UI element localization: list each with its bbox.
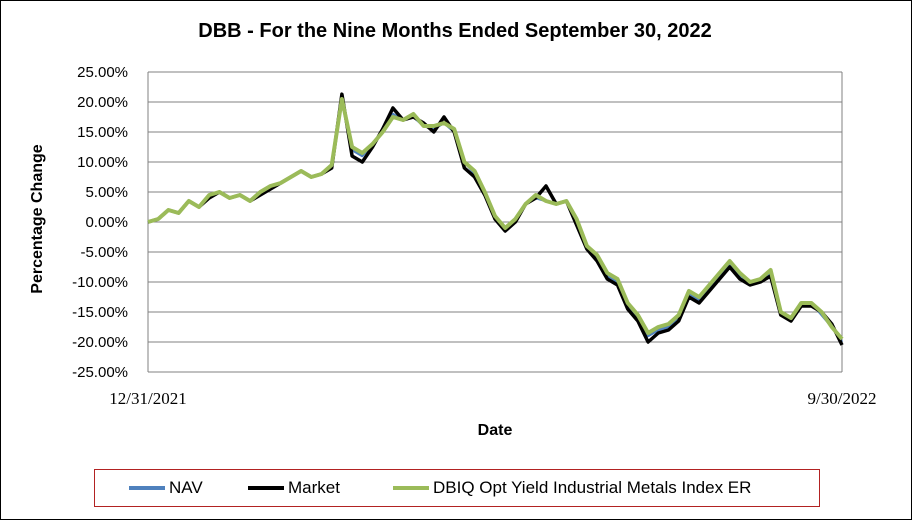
legend-label-index: DBIQ Opt Yield Industrial Metals Index E…: [433, 478, 752, 497]
y-tick-label: -5.00%: [80, 244, 128, 261]
x-tick-label-end: 9/30/2022: [808, 389, 877, 408]
y-tick-label: 5.00%: [85, 184, 128, 201]
y-tick-label: 20.00%: [77, 94, 128, 111]
legend-item-nav: NAV: [129, 478, 203, 498]
x-axis-label: Date: [477, 422, 513, 439]
y-tick-label: 25.00%: [77, 64, 128, 81]
series-line-dbiq-opt-yield-industrial-metals-index-er: [147, 97, 844, 341]
legend-swatch-nav: [129, 486, 165, 490]
y-tick-label: 10.00%: [77, 154, 128, 171]
chart-title: DBB - For the Nine Months Ended Septembe…: [198, 20, 712, 42]
y-tick-label: -25.00%: [72, 364, 128, 381]
legend-item-index: DBIQ Opt Yield Industrial Metals Index E…: [393, 478, 751, 498]
legend-label-nav: NAV: [169, 478, 203, 497]
x-tick-label-start: 12/31/2021: [109, 389, 186, 408]
legend-label-market: Market: [288, 478, 340, 497]
legend-swatch-index: [393, 486, 429, 490]
y-tick-label: -20.00%: [72, 334, 128, 351]
legend-item-market: Market: [248, 478, 340, 498]
y-tick-label: 0.00%: [85, 214, 128, 231]
y-tick-label: -15.00%: [72, 304, 128, 321]
legend-swatch-market: [248, 486, 284, 490]
y-tick-label: 15.00%: [77, 124, 128, 141]
legend: NAV Market DBIQ Opt Yield Industrial Met…: [94, 469, 820, 507]
y-tick-label: -10.00%: [72, 274, 128, 291]
